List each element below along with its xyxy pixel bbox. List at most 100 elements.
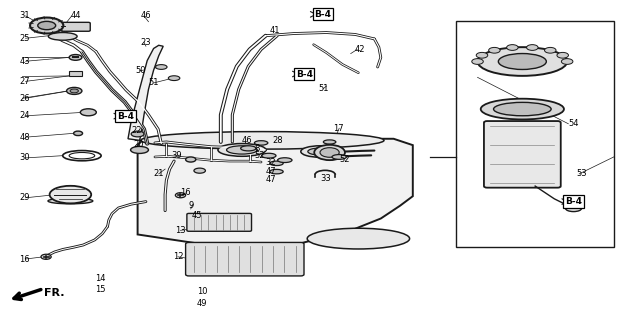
- Ellipse shape: [70, 89, 78, 93]
- Ellipse shape: [499, 54, 547, 70]
- Text: 30: 30: [19, 153, 30, 162]
- FancyBboxPatch shape: [61, 22, 90, 31]
- Ellipse shape: [168, 76, 180, 81]
- Text: 20: 20: [133, 140, 143, 149]
- Ellipse shape: [489, 48, 500, 53]
- Text: 51: 51: [148, 78, 159, 87]
- Text: 26: 26: [19, 94, 30, 103]
- Text: 52: 52: [254, 151, 264, 160]
- Text: 46: 46: [242, 136, 253, 145]
- Text: 43: 43: [19, 57, 30, 66]
- Ellipse shape: [557, 52, 568, 58]
- Ellipse shape: [49, 33, 77, 40]
- Text: 42: 42: [355, 45, 365, 54]
- Ellipse shape: [481, 99, 564, 119]
- Text: 22: 22: [131, 126, 141, 135]
- Ellipse shape: [81, 109, 97, 116]
- Ellipse shape: [308, 148, 332, 155]
- Text: 13: 13: [175, 226, 186, 235]
- Text: 24: 24: [19, 111, 29, 120]
- Ellipse shape: [255, 141, 268, 145]
- Ellipse shape: [30, 18, 63, 33]
- Ellipse shape: [307, 228, 410, 249]
- Ellipse shape: [314, 145, 345, 160]
- Text: 52: 52: [339, 155, 349, 164]
- Text: FR.: FR.: [44, 288, 64, 298]
- Text: 54: 54: [568, 119, 579, 128]
- Text: 32: 32: [266, 158, 276, 167]
- Text: 46: 46: [141, 11, 152, 20]
- Text: 12: 12: [173, 252, 183, 261]
- Ellipse shape: [74, 131, 83, 136]
- PathPatch shape: [138, 139, 413, 244]
- FancyBboxPatch shape: [484, 121, 561, 188]
- Text: 15: 15: [95, 285, 105, 294]
- Text: 33: 33: [320, 174, 331, 183]
- Ellipse shape: [278, 158, 292, 163]
- Ellipse shape: [507, 45, 518, 50]
- Ellipse shape: [262, 153, 276, 158]
- Text: 25: 25: [19, 34, 29, 43]
- Ellipse shape: [320, 148, 339, 157]
- Text: 49: 49: [197, 299, 207, 308]
- Text: 44: 44: [70, 11, 81, 20]
- Text: 23: 23: [141, 38, 152, 47]
- Ellipse shape: [227, 146, 257, 154]
- Text: 28: 28: [273, 137, 284, 145]
- Ellipse shape: [41, 254, 51, 259]
- Text: B-4: B-4: [117, 112, 134, 121]
- Ellipse shape: [477, 47, 567, 76]
- Text: 8: 8: [254, 144, 259, 153]
- PathPatch shape: [128, 45, 163, 140]
- Ellipse shape: [270, 169, 284, 174]
- Ellipse shape: [476, 52, 488, 58]
- Ellipse shape: [131, 146, 148, 153]
- Text: 14: 14: [95, 274, 105, 283]
- Text: 47: 47: [266, 167, 276, 176]
- Ellipse shape: [156, 64, 167, 70]
- Text: B-4: B-4: [565, 197, 582, 206]
- Ellipse shape: [472, 59, 483, 64]
- Ellipse shape: [38, 21, 56, 30]
- Text: 29: 29: [19, 193, 29, 202]
- Ellipse shape: [561, 59, 573, 64]
- Ellipse shape: [48, 198, 93, 204]
- Ellipse shape: [493, 102, 551, 116]
- Ellipse shape: [301, 146, 339, 157]
- Ellipse shape: [175, 193, 186, 198]
- Ellipse shape: [323, 140, 336, 144]
- Text: 16: 16: [180, 189, 191, 197]
- Ellipse shape: [186, 157, 196, 162]
- Ellipse shape: [332, 155, 346, 160]
- Text: B-4: B-4: [296, 70, 313, 78]
- Text: 27: 27: [19, 77, 30, 86]
- Bar: [69, 71, 82, 76]
- Text: B-4: B-4: [314, 10, 332, 19]
- Ellipse shape: [566, 205, 582, 211]
- Ellipse shape: [131, 131, 144, 137]
- Text: 48: 48: [19, 133, 30, 142]
- Ellipse shape: [270, 161, 284, 166]
- Ellipse shape: [141, 132, 384, 149]
- Text: 10: 10: [197, 287, 207, 296]
- Ellipse shape: [50, 186, 92, 204]
- Ellipse shape: [545, 48, 556, 53]
- Ellipse shape: [69, 55, 82, 60]
- Text: 21: 21: [154, 169, 164, 178]
- Text: 9: 9: [189, 201, 194, 210]
- Ellipse shape: [218, 144, 266, 156]
- Ellipse shape: [194, 168, 205, 173]
- Text: 31: 31: [19, 11, 30, 20]
- Text: 51: 51: [319, 84, 329, 93]
- Ellipse shape: [527, 45, 538, 50]
- Text: 53: 53: [576, 169, 587, 178]
- Text: 45: 45: [192, 211, 202, 220]
- Text: 17: 17: [333, 124, 344, 133]
- Text: 41: 41: [270, 26, 280, 35]
- Text: 39: 39: [172, 151, 182, 160]
- Bar: [456, 21, 614, 247]
- FancyBboxPatch shape: [186, 242, 304, 276]
- Text: 50: 50: [136, 66, 146, 75]
- Text: 47: 47: [266, 175, 276, 184]
- FancyBboxPatch shape: [187, 213, 252, 231]
